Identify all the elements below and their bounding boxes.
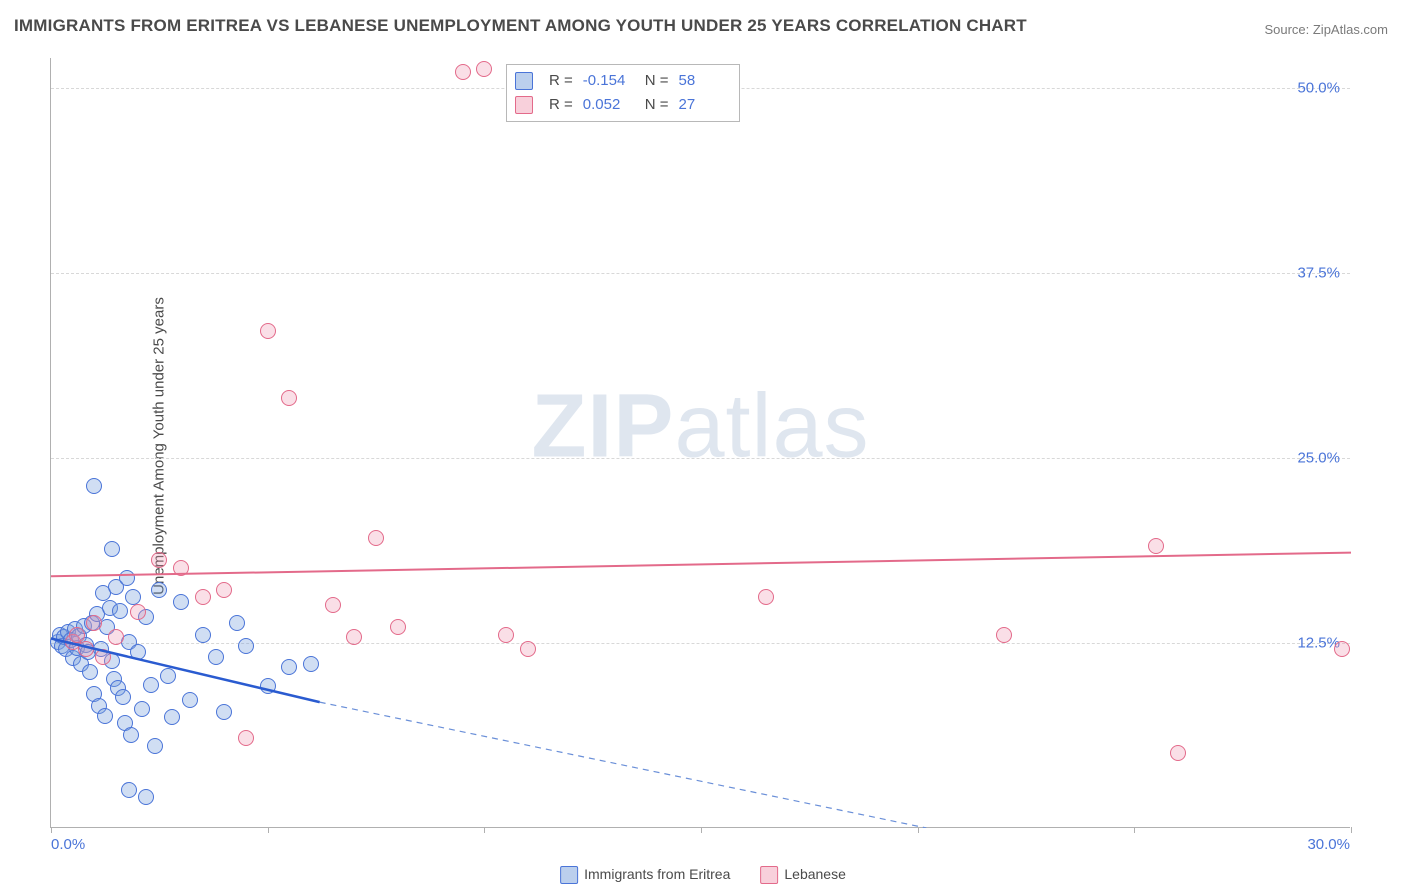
legend-swatch-lebanese — [760, 866, 778, 884]
data-point-eritrea — [195, 627, 211, 643]
data-point-lebanese — [95, 649, 111, 665]
data-point-eritrea — [229, 615, 245, 631]
data-point-lebanese — [758, 589, 774, 605]
x-tick — [51, 827, 52, 833]
legend-label-lebanese: Lebanese — [784, 866, 846, 882]
x-tick — [701, 827, 702, 833]
data-point-eritrea — [134, 701, 150, 717]
data-point-eritrea — [260, 678, 276, 694]
data-point-eritrea — [115, 689, 131, 705]
n-value-lebanese: 27 — [679, 93, 731, 117]
data-point-eritrea — [160, 668, 176, 684]
x-tick-label-left: 0.0% — [51, 836, 85, 853]
data-point-lebanese — [346, 629, 362, 645]
data-point-lebanese — [455, 64, 471, 80]
r-label: R = — [549, 93, 573, 117]
source-prefix: Source: — [1264, 22, 1312, 37]
y-tick-label: 25.0% — [1297, 449, 1340, 466]
data-point-lebanese — [173, 560, 189, 576]
data-point-lebanese — [1334, 641, 1350, 657]
legend-swatch-eritrea — [560, 866, 578, 884]
x-tick — [1351, 827, 1352, 833]
data-point-lebanese — [78, 641, 94, 657]
data-point-eritrea — [173, 594, 189, 610]
swatch-lebanese — [515, 96, 533, 114]
x-tick — [1134, 827, 1135, 833]
swatch-eritrea — [515, 72, 533, 90]
n-label: N = — [645, 93, 669, 117]
data-point-lebanese — [216, 582, 232, 598]
data-point-lebanese — [390, 619, 406, 635]
data-point-lebanese — [151, 552, 167, 568]
trend-line-lebanese — [51, 553, 1351, 577]
bottom-legend: Immigrants from Eritrea Lebanese — [560, 866, 846, 884]
data-point-eritrea — [208, 649, 224, 665]
data-point-lebanese — [368, 530, 384, 546]
data-point-lebanese — [281, 390, 297, 406]
data-point-lebanese — [108, 629, 124, 645]
stats-row-lebanese: R = 0.052 N = 27 — [515, 93, 731, 117]
data-point-lebanese — [195, 589, 211, 605]
data-point-lebanese — [86, 615, 102, 631]
trend-line-eritrea-dashed — [320, 702, 927, 828]
n-label: N = — [645, 69, 669, 93]
data-point-lebanese — [260, 323, 276, 339]
legend-label-eritrea: Immigrants from Eritrea — [584, 866, 730, 882]
stats-row-eritrea: R = -0.154 N = 58 — [515, 69, 731, 93]
y-tick-label: 37.5% — [1297, 264, 1340, 281]
chart-title: IMMIGRANTS FROM ERITREA VS LEBANESE UNEM… — [14, 16, 1027, 36]
data-point-eritrea — [238, 638, 254, 654]
watermark-rest: atlas — [674, 377, 869, 477]
data-point-eritrea — [281, 659, 297, 675]
data-point-eritrea — [151, 582, 167, 598]
data-point-eritrea — [147, 738, 163, 754]
data-point-eritrea — [82, 664, 98, 680]
watermark-bold: ZIP — [531, 377, 674, 477]
source-attribution: Source: ZipAtlas.com — [1264, 22, 1388, 37]
y-tick-label: 50.0% — [1297, 79, 1340, 96]
data-point-eritrea — [86, 478, 102, 494]
data-point-lebanese — [1170, 745, 1186, 761]
r-value-lebanese: 0.052 — [583, 93, 635, 117]
data-point-eritrea — [138, 789, 154, 805]
n-value-eritrea: 58 — [679, 69, 731, 93]
data-point-eritrea — [121, 782, 137, 798]
data-point-lebanese — [996, 627, 1012, 643]
legend-item-eritrea: Immigrants from Eritrea — [560, 866, 730, 884]
data-point-eritrea — [112, 603, 128, 619]
stats-legend: R = -0.154 N = 58 R = 0.052 N = 27 — [506, 64, 740, 122]
x-tick — [484, 827, 485, 833]
x-tick — [268, 827, 269, 833]
data-point-lebanese — [238, 730, 254, 746]
data-point-eritrea — [303, 656, 319, 672]
data-point-eritrea — [104, 541, 120, 557]
x-tick-label-right: 30.0% — [1307, 836, 1350, 853]
data-point-lebanese — [325, 597, 341, 613]
data-point-lebanese — [520, 641, 536, 657]
trend-lines — [51, 58, 1351, 828]
watermark: ZIPatlas — [531, 376, 869, 479]
data-point-eritrea — [119, 570, 135, 586]
gridline — [51, 273, 1350, 274]
data-point-eritrea — [125, 589, 141, 605]
r-value-eritrea: -0.154 — [583, 69, 635, 93]
data-point-eritrea — [97, 708, 113, 724]
data-point-eritrea — [216, 704, 232, 720]
legend-item-lebanese: Lebanese — [760, 866, 846, 884]
source-link[interactable]: ZipAtlas.com — [1313, 22, 1388, 37]
data-point-eritrea — [123, 727, 139, 743]
data-point-eritrea — [143, 677, 159, 693]
r-label: R = — [549, 69, 573, 93]
data-point-lebanese — [1148, 538, 1164, 554]
data-point-eritrea — [130, 644, 146, 660]
x-tick — [918, 827, 919, 833]
data-point-eritrea — [182, 692, 198, 708]
data-point-lebanese — [130, 604, 146, 620]
data-point-eritrea — [164, 709, 180, 725]
gridline — [51, 458, 1350, 459]
data-point-lebanese — [476, 61, 492, 77]
plot-area: ZIPatlas 12.5%25.0%37.5%50.0%0.0%30.0%R … — [50, 58, 1350, 828]
data-point-lebanese — [69, 627, 85, 643]
data-point-lebanese — [498, 627, 514, 643]
